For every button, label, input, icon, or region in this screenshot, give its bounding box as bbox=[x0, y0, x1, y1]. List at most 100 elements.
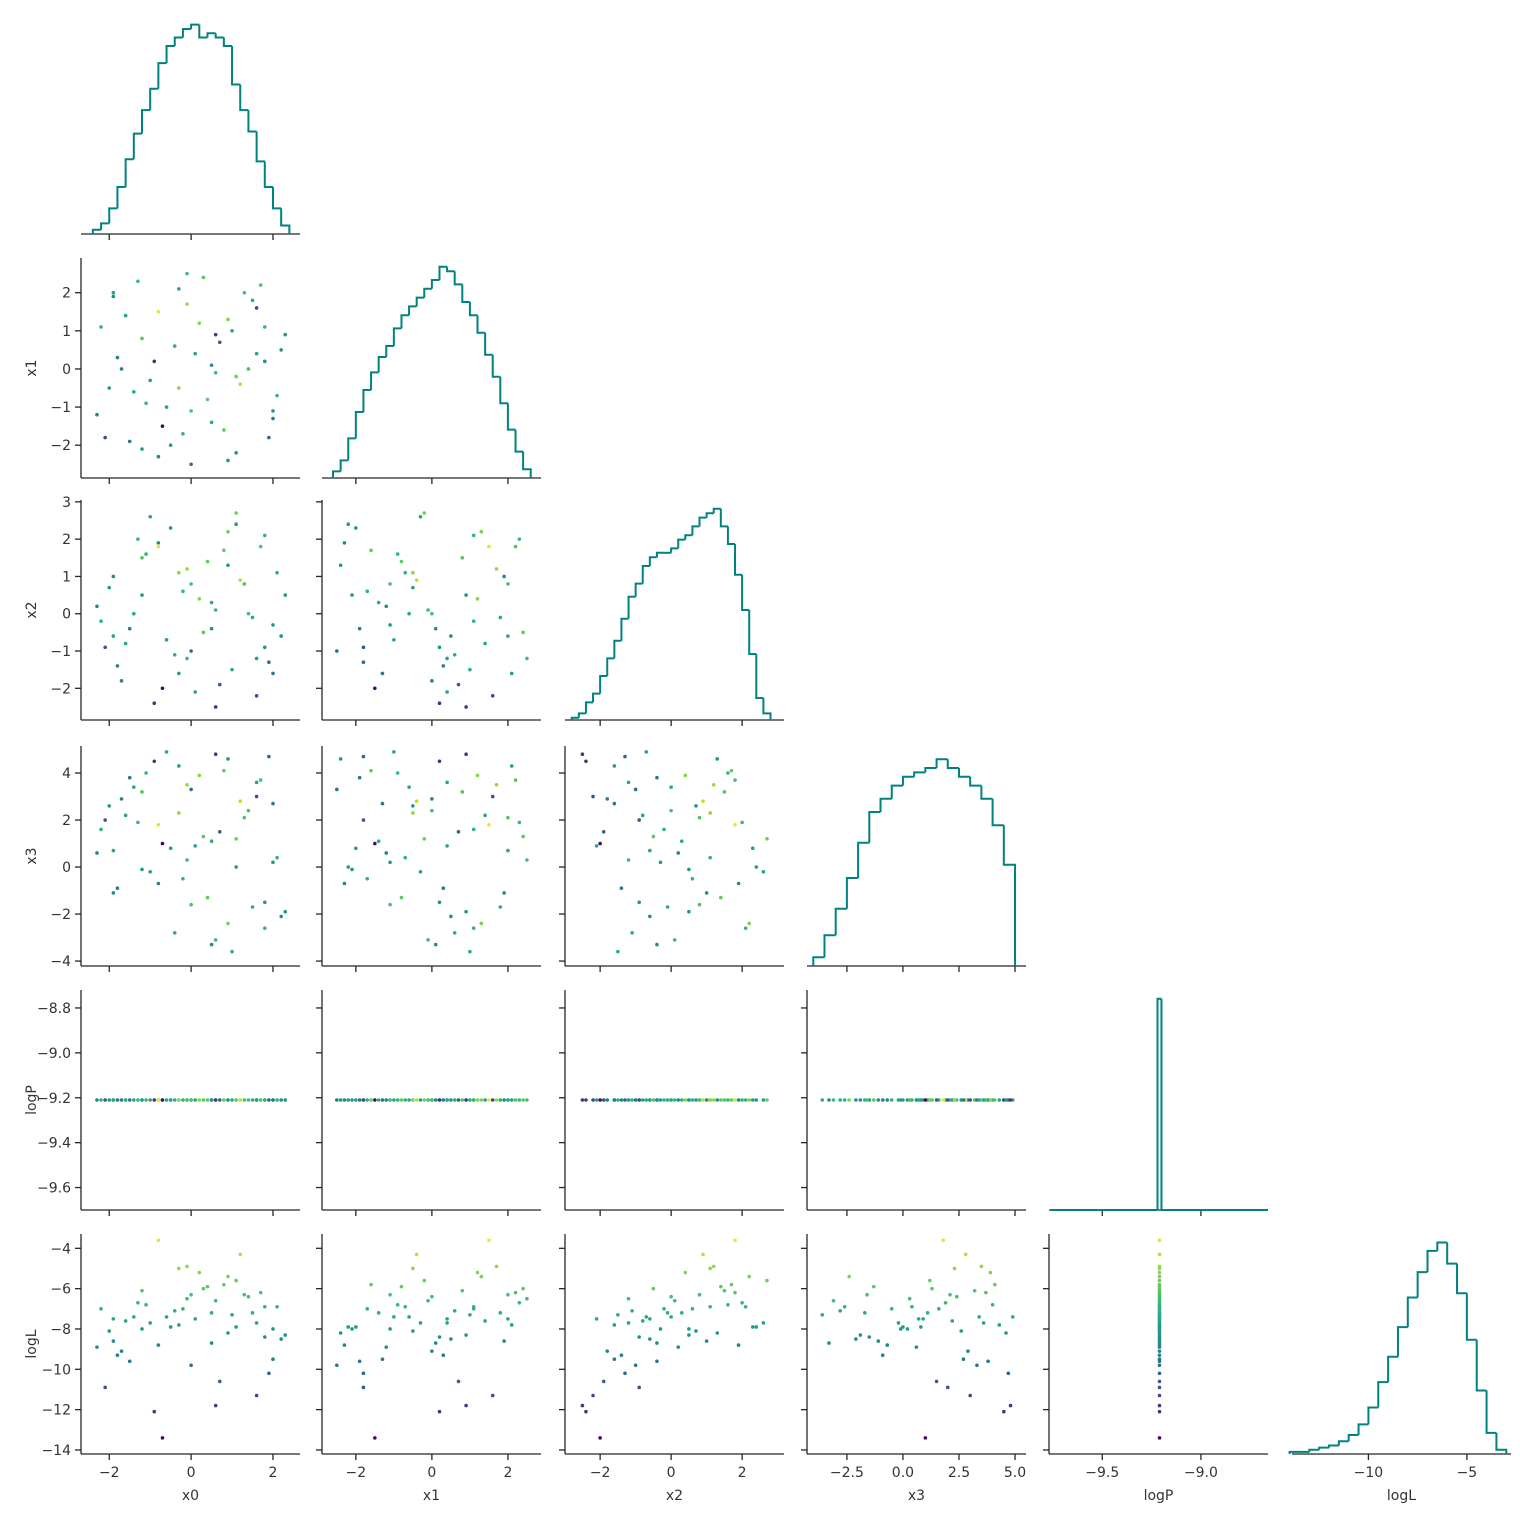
scatter-point bbox=[234, 451, 238, 455]
scatter-point bbox=[226, 317, 230, 322]
scatter-point bbox=[1157, 1379, 1162, 1384]
scatter-point bbox=[271, 1327, 275, 1331]
scatter-point bbox=[430, 797, 434, 801]
scatter-point bbox=[213, 752, 218, 757]
scatter-point bbox=[168, 846, 173, 851]
scatter-point bbox=[181, 431, 185, 436]
x-tick-label: −5 bbox=[1457, 1465, 1478, 1481]
scatter-point bbox=[376, 600, 381, 605]
scatter-point bbox=[722, 1288, 727, 1293]
scatter-point bbox=[747, 921, 752, 926]
scatter-point bbox=[683, 1270, 688, 1275]
scatter-point bbox=[361, 818, 366, 822]
scatter-point bbox=[479, 529, 484, 534]
scatter-point bbox=[517, 1300, 522, 1305]
scatter-point bbox=[630, 931, 634, 935]
scatter-point bbox=[177, 386, 181, 390]
scatter-point bbox=[140, 555, 144, 560]
scatter-point bbox=[637, 1098, 641, 1102]
scatter-point bbox=[889, 1098, 894, 1102]
scatter-point bbox=[948, 1292, 952, 1297]
scatter-point bbox=[357, 1098, 362, 1102]
scatter-point bbox=[217, 1379, 222, 1384]
scatter-point bbox=[95, 1098, 99, 1102]
scatter-point bbox=[230, 329, 234, 333]
scatter-point bbox=[655, 1098, 659, 1102]
scatter-point bbox=[676, 1098, 681, 1102]
scatter-point bbox=[907, 1098, 912, 1102]
scatter-point bbox=[250, 1098, 255, 1102]
scatter-point bbox=[365, 876, 370, 881]
scatter-point bbox=[144, 1302, 148, 1307]
scatter-point bbox=[1157, 1252, 1162, 1257]
scatter-point bbox=[181, 589, 185, 594]
scatter-point bbox=[669, 1315, 673, 1319]
scatter-point bbox=[651, 1098, 656, 1102]
histogram-bin bbox=[684, 534, 693, 540]
scatter-point bbox=[342, 881, 347, 886]
histogram-bin bbox=[255, 131, 265, 163]
histogram-bin bbox=[438, 265, 448, 280]
scatter-point bbox=[156, 454, 161, 459]
scatter-point bbox=[262, 1098, 267, 1102]
scatter-point bbox=[275, 570, 279, 575]
scatter-point bbox=[594, 1317, 599, 1321]
scatter-point bbox=[502, 891, 506, 895]
scatter-point bbox=[754, 1098, 759, 1102]
scatter-point bbox=[127, 626, 132, 631]
scatter-point bbox=[399, 559, 404, 564]
scatter-point bbox=[189, 582, 193, 586]
scatter-point bbox=[896, 1321, 901, 1325]
scatter-point bbox=[483, 1319, 487, 1323]
scatter-point bbox=[594, 1098, 599, 1102]
scatter-point bbox=[136, 1300, 140, 1305]
x-axis-label: logL bbox=[1387, 1488, 1416, 1504]
scatter-point bbox=[490, 1393, 495, 1398]
scatter-point bbox=[380, 801, 385, 806]
scatter-point bbox=[612, 801, 617, 806]
y-tick-label: 1 bbox=[62, 569, 71, 585]
scatter-point bbox=[262, 926, 267, 930]
scatter-point bbox=[119, 679, 124, 683]
scatter-point bbox=[733, 822, 737, 827]
histogram-bin bbox=[845, 877, 859, 909]
scatter-point bbox=[975, 1363, 979, 1368]
scatter-point bbox=[234, 511, 238, 515]
histogram-bin bbox=[1416, 1271, 1428, 1298]
histogram-bin bbox=[370, 371, 379, 390]
scatter-point bbox=[736, 881, 741, 886]
scatter-point bbox=[411, 1266, 415, 1271]
scatter-point bbox=[275, 393, 279, 398]
scatter-point bbox=[930, 1286, 934, 1291]
histogram-bin bbox=[476, 315, 486, 334]
scatter-point bbox=[449, 1098, 453, 1102]
scatter-point bbox=[993, 1282, 997, 1287]
histogram-bin bbox=[157, 62, 167, 89]
scatter-point bbox=[990, 1302, 995, 1307]
scatter-point bbox=[690, 876, 695, 881]
scatter-point bbox=[445, 656, 449, 661]
scatter-point bbox=[831, 1098, 836, 1102]
scatter-point bbox=[111, 891, 116, 895]
scatter-point bbox=[111, 634, 116, 638]
scatter-point bbox=[479, 1098, 484, 1102]
scatter-point bbox=[437, 1335, 442, 1339]
histogram-bin bbox=[741, 574, 750, 611]
x-tick-label: −2 bbox=[590, 1465, 611, 1481]
x-tick-label: 2 bbox=[738, 1465, 747, 1481]
scatter-point bbox=[988, 1270, 993, 1275]
scatter-point bbox=[209, 363, 214, 367]
scatter-point bbox=[672, 1098, 677, 1102]
scatter-point bbox=[111, 294, 116, 299]
scatter-point bbox=[517, 1098, 522, 1102]
scatter-point bbox=[644, 750, 649, 754]
scatter-point bbox=[103, 1098, 107, 1102]
scatter-point bbox=[205, 895, 210, 900]
scatter-point bbox=[354, 846, 358, 851]
scatter-point bbox=[1157, 1238, 1162, 1243]
y-tick-label: −9.2 bbox=[37, 1091, 71, 1107]
scatter-point bbox=[616, 1098, 620, 1102]
scatter-point bbox=[612, 1323, 617, 1327]
scatter-point bbox=[254, 780, 259, 785]
scatter-point bbox=[254, 306, 259, 310]
